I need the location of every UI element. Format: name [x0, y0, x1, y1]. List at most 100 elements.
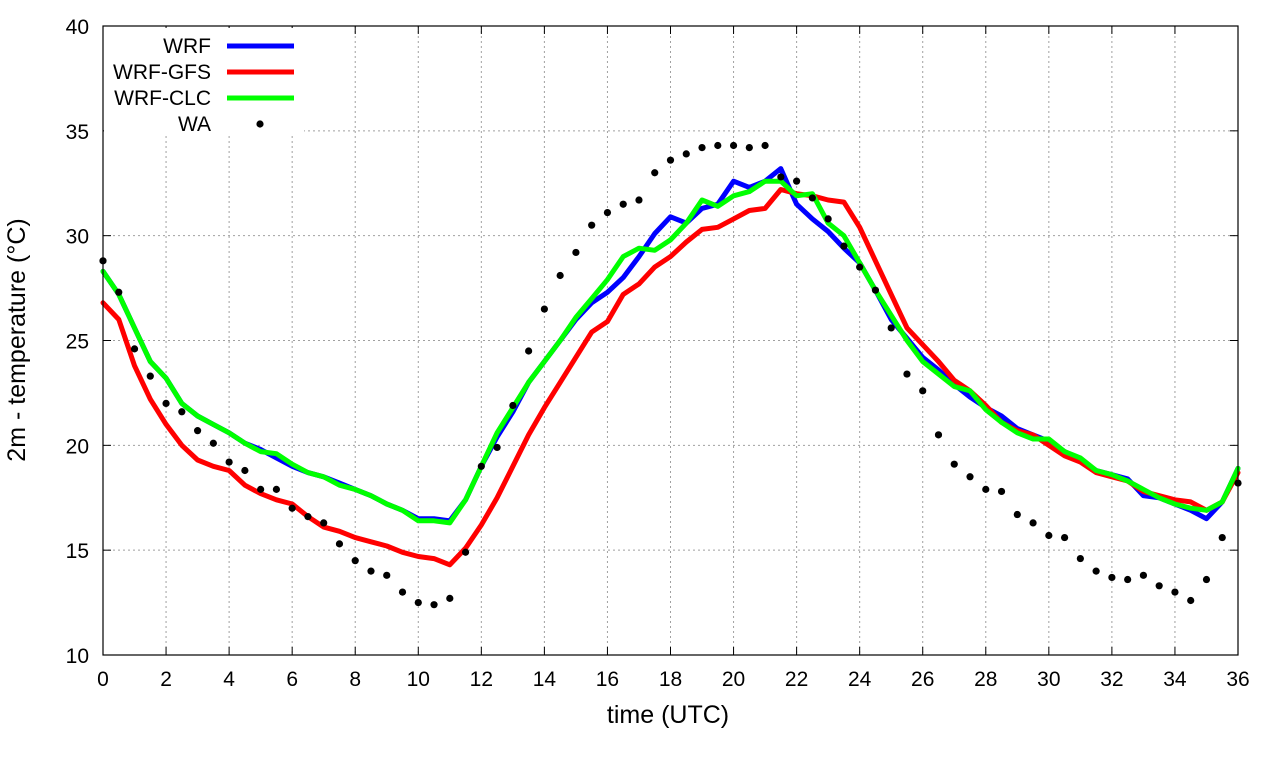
- data-point-wa: [115, 288, 123, 296]
- data-point-wa: [446, 594, 454, 602]
- data-point-wa: [193, 427, 202, 435]
- data-point-wa: [919, 387, 927, 395]
- data-point-wa: [430, 601, 438, 609]
- data-point-wa: [682, 150, 690, 158]
- data-point-wa: [808, 194, 816, 202]
- legend: WRF WRF-GFS WRF-CLC WA: [104, 28, 304, 136]
- data-point-wa: [1108, 573, 1116, 582]
- data-point-wa: [477, 462, 485, 470]
- x-tick-label: 18: [659, 668, 682, 691]
- data-point-wa: [1045, 531, 1053, 540]
- x-tick-label: 16: [596, 668, 619, 691]
- data-point-wa: [934, 431, 943, 439]
- x-tick-label: 36: [1226, 668, 1249, 691]
- data-point-wa: [509, 401, 517, 410]
- x-axis-title: time (UTC): [607, 701, 729, 729]
- data-point-wa: [761, 141, 769, 150]
- axis-ticks: 0 2 4 6 8 10 12 14 16 18 20 22 24 26 28 30 32 34 361015202…: [66, 16, 1250, 691]
- y-tick-label: 30: [66, 226, 89, 249]
- data-point-wa: [840, 242, 848, 250]
- data-point-wa: [635, 196, 643, 204]
- data-point-wa: [383, 571, 391, 579]
- data-point-wa: [714, 141, 722, 150]
- x-tick-label: 28: [974, 668, 997, 691]
- data-point-wa: [272, 485, 281, 493]
- legend-label-wrf-clc: WRF-CLC: [114, 87, 211, 110]
- x-tick-label: 24: [848, 668, 872, 691]
- data-point-wa: [1060, 533, 1069, 542]
- x-tick-label: 6: [286, 668, 298, 691]
- x-tick-label: 12: [470, 668, 493, 691]
- data-point-wa: [1124, 575, 1132, 584]
- data-point-wa: [130, 345, 139, 353]
- data-point-wa: [335, 540, 344, 548]
- data-point-wa: [1029, 519, 1037, 527]
- data-point-wa: [288, 504, 296, 512]
- y-tick-label: 40: [66, 16, 89, 39]
- data-point-wa: [493, 443, 501, 452]
- series-line-wrf-gfs: [100, 187, 1241, 568]
- plot-frame: [102, 25, 1239, 656]
- x-tick-label: 2: [160, 668, 172, 691]
- data-point-wa: [903, 370, 911, 378]
- data-point-wa: [997, 487, 1006, 496]
- data-point-wa: [209, 439, 217, 447]
- legend-swatch-wa: [256, 120, 264, 128]
- data-point-wa: [1202, 575, 1211, 584]
- x-tick-label: 8: [349, 668, 361, 691]
- data-point-wa: [162, 399, 170, 407]
- data-point-wa: [1092, 567, 1100, 575]
- data-point-wa: [729, 141, 738, 150]
- data-point-wa: [856, 263, 864, 271]
- data-point-wa: [351, 557, 359, 565]
- data-point-wa: [1187, 596, 1195, 605]
- data-point-wa: [1013, 510, 1021, 519]
- data-point-wa: [1155, 582, 1163, 590]
- data-point-wa: [950, 460, 958, 468]
- data-point-wa: [257, 485, 265, 493]
- legend-label-wa: WA: [178, 113, 211, 136]
- x-tick-label: 34: [1163, 668, 1187, 691]
- data-point-wa: [666, 156, 675, 164]
- data-point-wa: [525, 347, 533, 355]
- data-point-wa: [982, 485, 990, 493]
- data-point-wa: [1076, 554, 1084, 563]
- data-point-wa: [572, 248, 580, 257]
- data-point-wa: [588, 221, 596, 229]
- data-point-wa: [777, 173, 785, 181]
- data-point-wa: [146, 372, 154, 380]
- y-tick-label: 20: [66, 435, 89, 458]
- data-point-wa: [304, 513, 312, 521]
- data-point-wa: [1218, 533, 1226, 542]
- data-point-wa: [651, 169, 659, 177]
- y-tick-label: 10: [66, 645, 89, 668]
- y-tick-label: 15: [66, 540, 89, 563]
- legend-label-wrf-gfs: WRF-GFS: [113, 61, 211, 84]
- y-tick-label: 25: [66, 331, 89, 354]
- data-point-wa: [887, 324, 895, 332]
- x-tick-label: 10: [407, 668, 430, 691]
- x-tick-label: 32: [1100, 668, 1123, 691]
- data-point-wa: [745, 144, 753, 152]
- data-point-wa: [320, 519, 328, 527]
- x-tick-label: 20: [722, 668, 745, 691]
- data-point-wa: [824, 215, 832, 223]
- data-point-wa: [603, 209, 612, 217]
- data-point-wa: [871, 286, 880, 294]
- data-point-wa: [556, 271, 564, 280]
- series-lines: [100, 166, 1241, 568]
- x-tick-label: 30: [1037, 668, 1060, 691]
- data-point-wa: [1139, 571, 1148, 579]
- wa-observation-points: [99, 141, 1242, 609]
- data-point-wa: [540, 305, 548, 313]
- data-point-wa: [414, 598, 422, 607]
- data-point-wa: [1171, 588, 1179, 596]
- x-tick-label: 4: [223, 668, 235, 691]
- data-point-wa: [966, 473, 974, 481]
- data-point-wa: [793, 177, 801, 185]
- y-axis-title: 2m - temperature (°C): [3, 218, 31, 461]
- data-point-wa: [461, 548, 470, 556]
- data-point-wa: [241, 466, 249, 475]
- data-point-wa: [398, 588, 407, 596]
